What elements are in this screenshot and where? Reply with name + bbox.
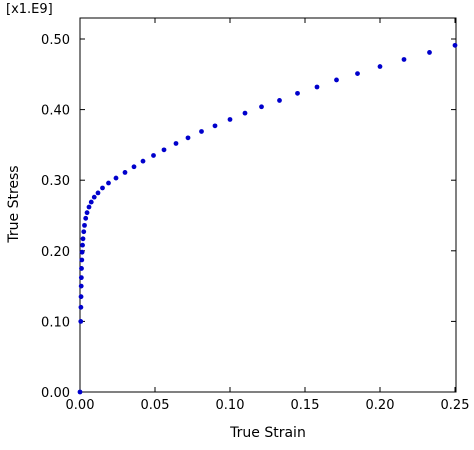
y-tick-label: 0.30	[41, 174, 70, 189]
data-point	[277, 98, 282, 103]
data-point	[100, 185, 105, 191]
x-tick-label: 0.25	[441, 398, 470, 413]
data-point	[95, 190, 101, 196]
data-point	[78, 275, 84, 281]
x-tick-label: 0.00	[66, 398, 95, 413]
data-point	[122, 170, 128, 175]
x-tick-label: 0.05	[141, 398, 170, 413]
y-tick-label: 0.40	[41, 104, 70, 119]
data-point	[161, 147, 167, 153]
data-point	[78, 304, 84, 310]
data-point	[86, 204, 92, 210]
plot-frame	[79, 17, 457, 393]
x-tick-label: 0.20	[366, 398, 395, 413]
data-point	[452, 42, 458, 48]
data-point	[79, 249, 85, 255]
data-point	[81, 229, 87, 235]
data-point	[355, 71, 360, 76]
data-point	[185, 135, 191, 141]
data-point	[88, 199, 94, 205]
data-point	[295, 90, 300, 96]
data-point	[427, 50, 432, 55]
y-axis-title: True Stress	[6, 165, 22, 243]
data-point	[242, 110, 248, 116]
y-tick-label: 0.50	[41, 33, 70, 48]
x-tick-label: 0.15	[291, 398, 320, 413]
data-point	[91, 194, 97, 200]
data-point	[79, 257, 85, 263]
data-point	[140, 158, 146, 164]
y-scale-label: [x1.E9]	[6, 2, 53, 17]
y-tick-label: 0.00	[41, 386, 70, 401]
data-point	[78, 319, 84, 324]
data-point	[334, 77, 339, 83]
x-axis-title: True Strain	[229, 425, 306, 441]
data-point	[78, 283, 84, 289]
data-point	[80, 236, 86, 242]
data-point	[82, 222, 87, 228]
data-point	[78, 294, 84, 300]
data-point	[79, 266, 84, 271]
data-point	[131, 164, 137, 170]
data-point	[77, 389, 83, 395]
data-point	[227, 117, 233, 122]
y-tick-label: 0.20	[41, 245, 70, 260]
data-point	[212, 123, 218, 129]
data-point	[401, 57, 407, 62]
data-point	[151, 153, 156, 158]
x-tick-label: 0.10	[216, 398, 245, 413]
data-point	[113, 175, 119, 181]
data-point	[377, 64, 383, 69]
data-point	[314, 84, 320, 90]
data-point	[83, 215, 89, 221]
data-point	[80, 242, 85, 248]
data-point	[106, 180, 111, 186]
data-point	[173, 141, 179, 146]
data-points	[77, 42, 458, 395]
data-point	[199, 129, 204, 134]
data-point	[84, 210, 90, 216]
y-tick-label: 0.10	[41, 315, 70, 330]
data-point	[259, 104, 264, 110]
axis-ticks: 0.00 0.05 0.10 0.15 0.20 0.25 0.00 0.10 0.20 0.30…	[41, 18, 469, 413]
